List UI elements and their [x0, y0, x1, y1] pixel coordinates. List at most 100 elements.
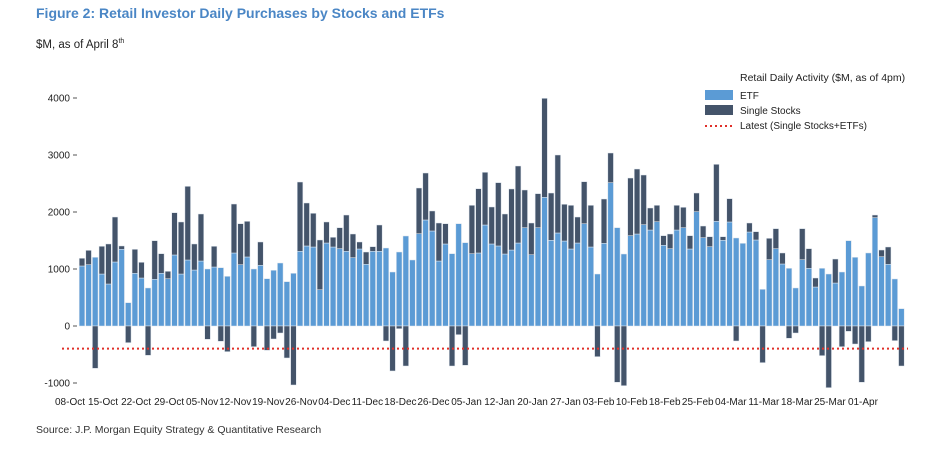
bar-single-stocks [838, 325, 845, 347]
bar-etf [330, 246, 337, 327]
bar-etf [825, 273, 832, 327]
bar-etf [627, 235, 634, 327]
bar-single-stocks [429, 210, 436, 232]
bar-single-stocks [495, 182, 502, 247]
bar-single-stocks [178, 221, 185, 275]
bar-etf [257, 265, 264, 327]
bar-single-stocks [263, 325, 271, 351]
bar-etf [693, 211, 700, 327]
bar-single-stocks [501, 213, 508, 255]
bar-single-stocks [845, 325, 852, 332]
bar-etf [779, 263, 786, 327]
x-tick-label: 26-Nov [285, 397, 317, 408]
bar-single-stocks [871, 214, 879, 218]
y-tick-label: 4000 [48, 94, 71, 105]
bar-single-stocks [561, 204, 568, 242]
bar-etf [211, 266, 218, 327]
bar-single-stocks [600, 198, 608, 244]
bar-single-stocks [594, 325, 601, 357]
bar-etf [752, 239, 760, 327]
bar-single-stocks [92, 325, 99, 369]
bar-etf [878, 256, 885, 327]
x-tick-label: 19-Nov [252, 397, 284, 408]
bar-etf [111, 261, 119, 327]
bar-single-stocks [310, 213, 317, 248]
bar-etf [105, 283, 112, 327]
bars-group [78, 98, 905, 388]
x-tick-label: 04-Mar [715, 397, 747, 408]
bar-single-stocks [230, 203, 238, 254]
bar-etf [858, 285, 865, 327]
bar-etf [178, 273, 185, 327]
y-tick-label: -1000 [44, 379, 70, 390]
bar-single-stocks [336, 227, 343, 249]
x-tick-label: 27-Jan [550, 397, 581, 408]
bar-single-stocks [138, 262, 145, 279]
bar-etf [561, 240, 568, 327]
bar-single-stocks [515, 165, 522, 244]
bar-single-stocks [825, 325, 832, 388]
bar-etf [548, 240, 555, 327]
bar-etf [349, 257, 356, 327]
bar-etf [402, 235, 409, 327]
bar-single-stocks [653, 205, 660, 222]
bar-single-stocks [779, 252, 786, 265]
bar-etf [673, 229, 680, 327]
x-tick-label: 03-Feb [583, 397, 615, 408]
x-axis: 08-Oct 15-Oct 22-Oct 29-Oct 05-Nov 12-Nov 19-N… [55, 397, 879, 408]
bar-single-stocks [316, 239, 323, 290]
bar-single-stocks [382, 325, 390, 342]
bar-single-stocks [627, 177, 634, 236]
bar-single-stocks [111, 216, 119, 263]
bar-etf [197, 260, 204, 327]
bar-single-stocks [878, 249, 885, 257]
bar-etf [515, 242, 522, 327]
bar-single-stocks [290, 325, 297, 386]
bar-single-stocks [217, 325, 224, 342]
bar-single-stocks [647, 207, 654, 231]
bar-single-stocks [713, 164, 720, 222]
bar-etf [845, 240, 852, 327]
bar-single-stocks [369, 246, 376, 252]
bar-single-stocks [660, 235, 667, 246]
bar-etf [92, 257, 99, 327]
bar-single-stocks [250, 325, 257, 347]
bar-single-stocks [528, 222, 535, 255]
x-tick-label: 18-Feb [649, 397, 681, 408]
bar-single-stocks [343, 214, 350, 252]
bar-etf [396, 251, 403, 327]
bar-single-stocks [614, 325, 621, 383]
bar-etf [409, 259, 416, 327]
bar-single-stocks [680, 207, 687, 228]
bar-etf [283, 281, 290, 327]
bar-etf [277, 262, 284, 327]
bar-single-stocks [475, 188, 482, 254]
bar-etf [726, 221, 733, 327]
bar-etf [158, 273, 165, 327]
bar-single-stocks [726, 198, 733, 223]
bar-single-stocks [673, 205, 680, 231]
source-note: Source: J.P. Morgan Equity Strategy & Qu… [36, 424, 322, 436]
bar-etf [336, 248, 343, 327]
bar-etf [488, 243, 495, 327]
x-tick-label: 12-Nov [219, 397, 251, 408]
bar-etf [171, 254, 178, 327]
bar-etf [581, 223, 588, 327]
subtitle-text: $M, as of April 8 [36, 38, 119, 51]
bar-etf [310, 246, 317, 327]
bar-single-stocks [534, 193, 542, 228]
bar-single-stocks [204, 325, 211, 340]
bar-etf [415, 233, 423, 327]
bar-etf [680, 227, 687, 327]
bar-single-stocks [706, 236, 713, 247]
bar-etf [772, 248, 779, 327]
bar-etf [852, 257, 859, 327]
bar-single-stocks [435, 222, 442, 262]
bar-etf [435, 260, 442, 327]
bar-etf [495, 245, 502, 327]
bar-single-stocks [171, 212, 178, 256]
bar-single-stocks [620, 325, 627, 386]
bar-etf [237, 264, 244, 327]
bar-etf [376, 251, 383, 327]
bar-single-stocks [792, 325, 799, 334]
